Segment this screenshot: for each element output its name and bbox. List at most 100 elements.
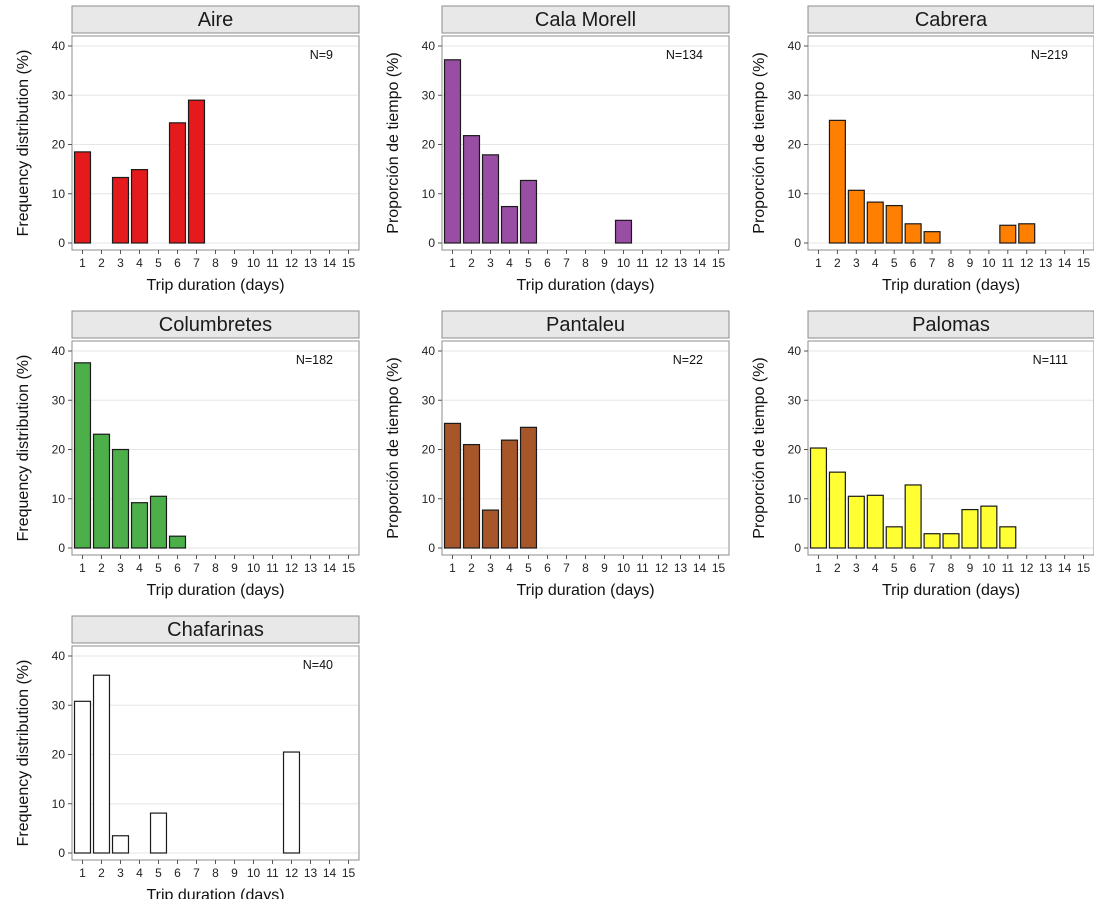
y-tick-label: 10 (52, 492, 66, 506)
x-tick-label: 9 (231, 256, 238, 270)
x-tick-label: 7 (929, 256, 936, 270)
y-axis-label: Proporción de tiempo (%) (751, 52, 768, 233)
x-tick-label: 13 (304, 256, 318, 270)
y-axis-label: Frequency distribution (%) (15, 50, 32, 237)
y-tick-label: 0 (58, 846, 65, 860)
panel-strip (71, 615, 360, 644)
bar-4 (500, 439, 519, 549)
x-tick-label: 12 (285, 866, 299, 880)
y-tick-label: 10 (422, 492, 436, 506)
x-tick-label: 12 (285, 561, 299, 575)
x-tick-label: 4 (136, 256, 143, 270)
bar-3 (111, 448, 130, 549)
bar-8 (942, 533, 960, 549)
x-tick-label: 5 (891, 256, 898, 270)
bar-3 (481, 509, 500, 549)
x-tick-label: 4 (872, 256, 879, 270)
x-tick-label: 2 (468, 561, 475, 575)
y-tick-label: 40 (52, 649, 66, 663)
x-tick-label: 9 (231, 866, 238, 880)
x-tick-label: 9 (967, 561, 974, 575)
x-tick-label: 6 (174, 256, 181, 270)
bar-9 (961, 508, 979, 549)
panel-title: Aire (198, 9, 234, 31)
y-tick-label: 20 (422, 138, 436, 152)
x-tick-label: 5 (525, 561, 532, 575)
x-tick-label: 6 (174, 866, 181, 880)
x-tick-label: 5 (155, 561, 162, 575)
x-axis-label: Trip duration (days) (882, 582, 1020, 599)
y-tick-label: 40 (422, 39, 436, 53)
x-tick-label: 9 (231, 561, 238, 575)
y-tick-label: 0 (428, 236, 435, 250)
x-tick-label: 6 (174, 561, 181, 575)
bar-7 (187, 99, 206, 244)
y-tick-label: 20 (52, 748, 66, 762)
bar-5 (149, 495, 168, 549)
x-tick-label: 1 (449, 256, 456, 270)
x-tick-label: 7 (193, 866, 200, 880)
x-tick-label: 8 (212, 866, 219, 880)
x-tick-label: 15 (342, 561, 356, 575)
y-tick-label: 10 (52, 797, 66, 811)
x-tick-label: 3 (487, 256, 494, 270)
x-tick-label: 13 (1039, 256, 1053, 270)
panel-title: Columbretes (159, 314, 272, 336)
bar-3 (847, 189, 865, 244)
x-tick-label: 2 (98, 256, 105, 270)
x-tick-label: 13 (674, 256, 688, 270)
panel-title: Palomas (912, 314, 990, 336)
bar-1 (443, 422, 462, 549)
x-tick-label: 1 (79, 561, 86, 575)
bar-3 (111, 176, 130, 244)
x-tick-label: 8 (948, 561, 955, 575)
panel-strip (71, 310, 360, 339)
x-tick-label: 15 (712, 256, 726, 270)
x-tick-label: 4 (136, 561, 143, 575)
bar-6 (168, 535, 187, 549)
x-tick-label: 7 (563, 561, 570, 575)
x-tick-label: 3 (117, 561, 124, 575)
x-tick-label: 15 (712, 561, 726, 575)
bar-12 (282, 751, 301, 854)
x-tick-label: 10 (247, 561, 261, 575)
bar-6 (904, 223, 922, 244)
bar-5 (149, 812, 168, 854)
sample-size-label: N=22 (673, 353, 703, 367)
x-tick-label: 8 (582, 256, 589, 270)
bar-2 (462, 135, 481, 244)
y-tick-label: 30 (788, 88, 802, 102)
x-tick-label: 11 (1002, 561, 1015, 575)
x-tick-label: 13 (1039, 561, 1053, 575)
x-tick-label: 2 (468, 256, 475, 270)
x-tick-label: 2 (98, 561, 105, 575)
x-tick-label: 10 (982, 561, 996, 575)
x-tick-label: 2 (834, 561, 841, 575)
bar-1 (443, 59, 462, 244)
y-tick-label: 0 (794, 541, 801, 555)
y-tick-label: 40 (788, 39, 802, 53)
bar-1 (73, 362, 92, 549)
x-tick-label: 9 (601, 256, 608, 270)
x-tick-label: 1 (815, 256, 822, 270)
x-tick-label: 2 (834, 256, 841, 270)
x-axis-label: Trip duration (days) (146, 887, 284, 899)
bar-2 (92, 674, 111, 854)
x-tick-label: 13 (674, 561, 688, 575)
bar-4 (866, 201, 884, 244)
x-tick-label: 8 (212, 256, 219, 270)
y-tick-label: 0 (428, 541, 435, 555)
x-tick-label: 4 (506, 561, 513, 575)
y-axis-label: Frequency distribution (%) (15, 660, 32, 847)
x-tick-label: 5 (155, 256, 162, 270)
x-tick-label: 14 (693, 256, 707, 270)
y-axis-label: Frequency distribution (%) (15, 355, 32, 542)
x-tick-label: 7 (193, 561, 200, 575)
plot-frame (71, 645, 360, 861)
bar-5 (519, 426, 538, 549)
y-tick-label: 30 (422, 393, 436, 407)
